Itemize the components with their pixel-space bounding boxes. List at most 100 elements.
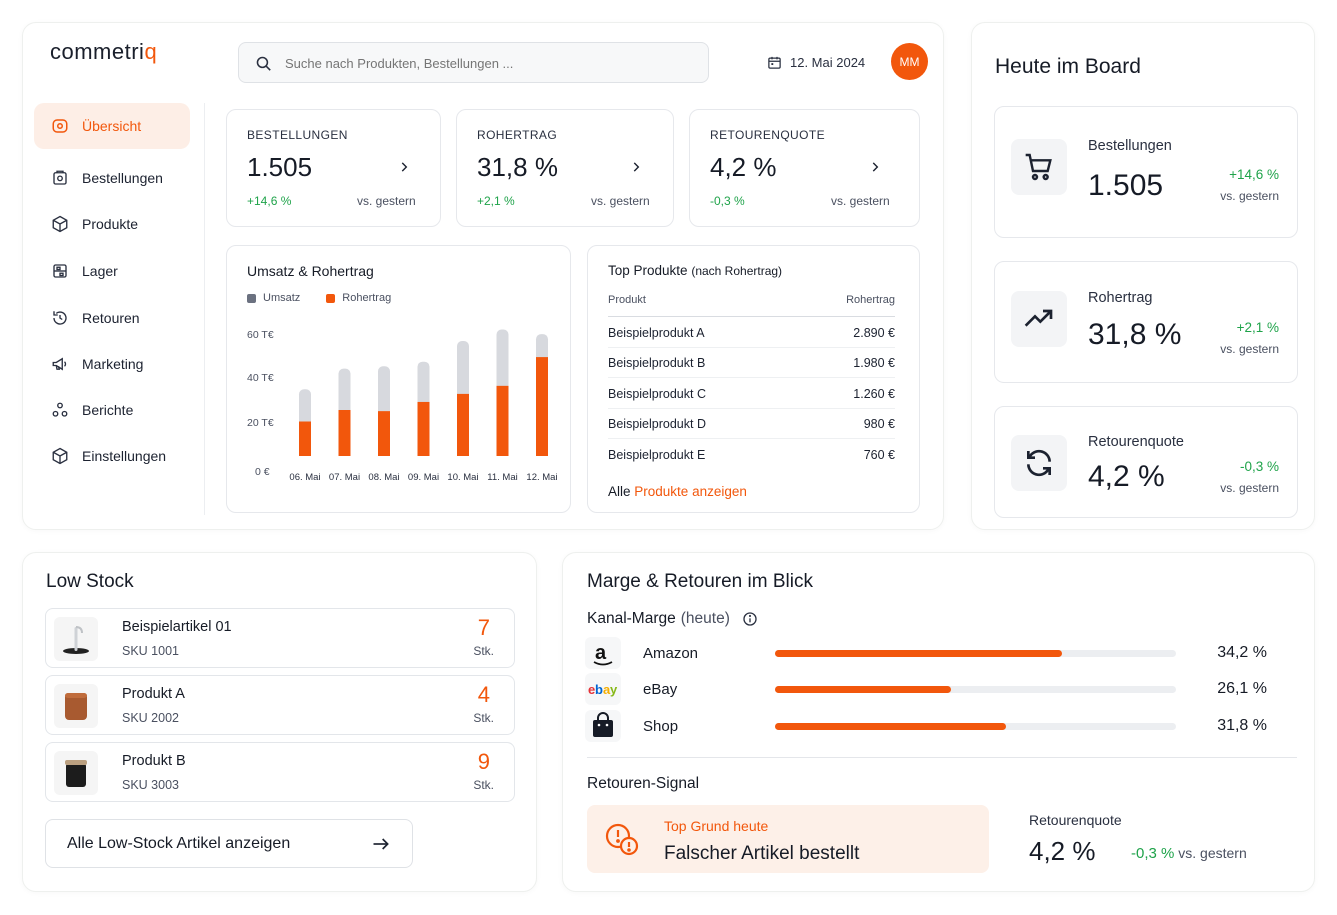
brand-logo[interactable]: commetriq [50, 39, 158, 64]
search-bar[interactable] [238, 42, 709, 83]
low-stock-panel: Low Stock Beispielartikel 01 SKU 1001 7 … [22, 552, 537, 892]
list-item[interactable]: Produkt A SKU 2002 4 Stk. [45, 675, 515, 735]
board-title: Heute im Board [995, 55, 1141, 78]
channel-margin-bar-fill [775, 686, 952, 693]
table-row[interactable]: Beispielprodukt C 1.260 € [608, 379, 895, 409]
channel-margin-bar-fill [775, 723, 1006, 730]
kpi-vs: vs. gestern [831, 194, 890, 208]
channel-row-amazon[interactable]: a Amazon 34,2 % [585, 637, 1285, 669]
sidebar-item-marketing[interactable]: Marketing [34, 341, 190, 387]
bar-rohertrag[interactable] [457, 393, 469, 456]
kpi-label: BESTELLUNGEN [247, 128, 348, 142]
home-icon [50, 116, 70, 136]
top-reason-label: Top Grund heute [664, 818, 769, 834]
section-divider [587, 757, 1297, 758]
x-tick-label: 09. Mai [408, 472, 439, 483]
bar-rohertrag[interactable] [378, 411, 390, 456]
bar-rohertrag[interactable] [338, 410, 351, 456]
board-card-value: 1.505 [1088, 169, 1164, 202]
legend-label-umsatz: Umsatz [263, 292, 301, 304]
kpi-vs: vs. gestern [591, 194, 650, 208]
return-rate-delta: -0,3 % [1131, 845, 1175, 862]
amazon-icon: a [585, 637, 621, 669]
board-panel: Heute im Board Bestellungen 1.505 +14,6 … [971, 22, 1315, 530]
kpi-card-bestellungen[interactable]: BESTELLUNGEN 1.505 +14,6 % vs. gestern [226, 109, 441, 227]
item-qty: 9 [477, 749, 490, 774]
chevron-right-icon[interactable] [868, 160, 882, 174]
search-input[interactable] [285, 53, 685, 73]
sidebar-item-lager[interactable]: Lager [34, 248, 190, 294]
trend-up-icon [1011, 291, 1067, 347]
sidebar-item-produkte[interactable]: Produkte [34, 201, 190, 247]
kpi-label: ROHERTRAG [477, 128, 558, 142]
return-rate-vs: vs. gestern [1178, 845, 1247, 861]
y-tick-label: 20 T€ [247, 417, 274, 429]
sidebar-divider [204, 103, 205, 515]
column-header-rohertrag: Rohertrag [846, 294, 895, 306]
bar-rohertrag[interactable] [496, 385, 509, 456]
bar-rohertrag[interactable] [299, 421, 311, 457]
calendar-icon [767, 55, 782, 70]
bar-rohertrag[interactable] [417, 401, 430, 456]
channel-name: Shop [643, 718, 679, 735]
sidebar-item-berichte[interactable]: Berichte [34, 387, 190, 433]
arrow-right-icon [370, 834, 392, 854]
all-low-stock-button[interactable]: Alle Low-Stock Artikel anzeigen [45, 819, 413, 868]
chevron-right-icon[interactable] [397, 160, 411, 174]
chart-legend: Umsatz Rohertrag [247, 292, 391, 304]
avatar[interactable]: MM [891, 43, 928, 80]
board-card-value: 31,8 % [1088, 318, 1182, 351]
svg-text:b: b [595, 682, 603, 697]
x-tick-label: 12. Mai [526, 472, 557, 483]
kpi-card-retourenquote[interactable]: RETOURENQUOTE 4,2 % -0,3 % vs. gestern [689, 109, 920, 227]
chart-title: Umsatz & Rohertrag [247, 263, 374, 279]
x-tick-label: 07. Mai [329, 472, 360, 483]
item-unit: Stk. [473, 778, 494, 792]
board-card-rohertrag[interactable]: Rohertrag 31,8 % +2,1 % vs. gestern [994, 261, 1298, 383]
reports-icon [50, 400, 70, 420]
item-sku: SKU 3003 [122, 778, 179, 792]
item-name: Produkt B [122, 753, 186, 769]
item-qty: 7 [477, 615, 490, 640]
board-card-value: 4,2 % [1088, 460, 1165, 493]
table-header: Produkt Rohertrag [608, 294, 895, 306]
channel-row-shop[interactable]: Shop 31,8 % [585, 710, 1285, 742]
sidebar-item-retouren[interactable]: Retouren [34, 295, 190, 341]
channel-value: 26,1 % [1217, 680, 1267, 697]
channel-value: 34,2 % [1217, 644, 1267, 661]
channel-margin-bar [775, 650, 1176, 657]
board-card-retourenquote[interactable]: Retourenquote 4,2 % -0,3 % vs. gestern [994, 406, 1298, 518]
bar-rohertrag[interactable] [536, 357, 548, 456]
table-row[interactable]: Beispielprodukt A 2.890 € [608, 318, 895, 348]
board-card-label: Bestellungen [1088, 138, 1172, 154]
date-display[interactable]: 12. Mai 2024 [767, 55, 865, 70]
item-sku: SKU 1001 [122, 644, 179, 658]
board-card-bestellungen[interactable]: Bestellungen 1.505 +14,6 % vs. gestern [994, 106, 1298, 238]
sidebar-item-einstellungen[interactable]: Einstellungen [34, 433, 190, 479]
kpi-delta: +2,1 % [477, 194, 515, 208]
sidebar-item-bestellungen[interactable]: Bestellungen [34, 155, 190, 201]
returns-signal-title: Retouren-Signal [587, 775, 700, 792]
board-card-label: Rohertrag [1088, 290, 1153, 306]
list-item[interactable]: Produkt B SKU 3003 9 Stk. [45, 742, 515, 802]
all-products-link[interactable]: Alle Produkte anzeigen [608, 484, 747, 499]
channel-margin-bar [775, 686, 1176, 693]
search-icon [255, 55, 272, 72]
list-item[interactable]: Beispielartikel 01 SKU 1001 7 Stk. [45, 608, 515, 668]
chevron-right-icon[interactable] [629, 160, 643, 174]
item-sku: SKU 2002 [122, 711, 179, 725]
table-row[interactable]: Beispielprodukt E 760 € [608, 448, 895, 462]
channel-margin-title: Kanal-Marge (heute) [587, 610, 758, 628]
shop-bag-icon [585, 710, 621, 742]
item-name: Produkt A [122, 686, 185, 702]
table-row[interactable]: Beispielprodukt B 1.980 € [608, 348, 895, 378]
kpi-card-rohertrag[interactable]: ROHERTRAG 31,8 % +2,1 % vs. gestern [456, 109, 674, 227]
bin-product-icon [54, 751, 98, 795]
top-reason-box[interactable]: Top Grund heute Falscher Artikel bestell… [587, 805, 989, 873]
info-icon[interactable] [742, 611, 758, 627]
table-row[interactable]: Beispielprodukt D 980 € [608, 409, 895, 439]
sidebar-item-uebersicht[interactable]: Übersicht [34, 103, 190, 149]
orders-icon [50, 168, 70, 188]
y-tick-label: 40 T€ [247, 372, 274, 384]
